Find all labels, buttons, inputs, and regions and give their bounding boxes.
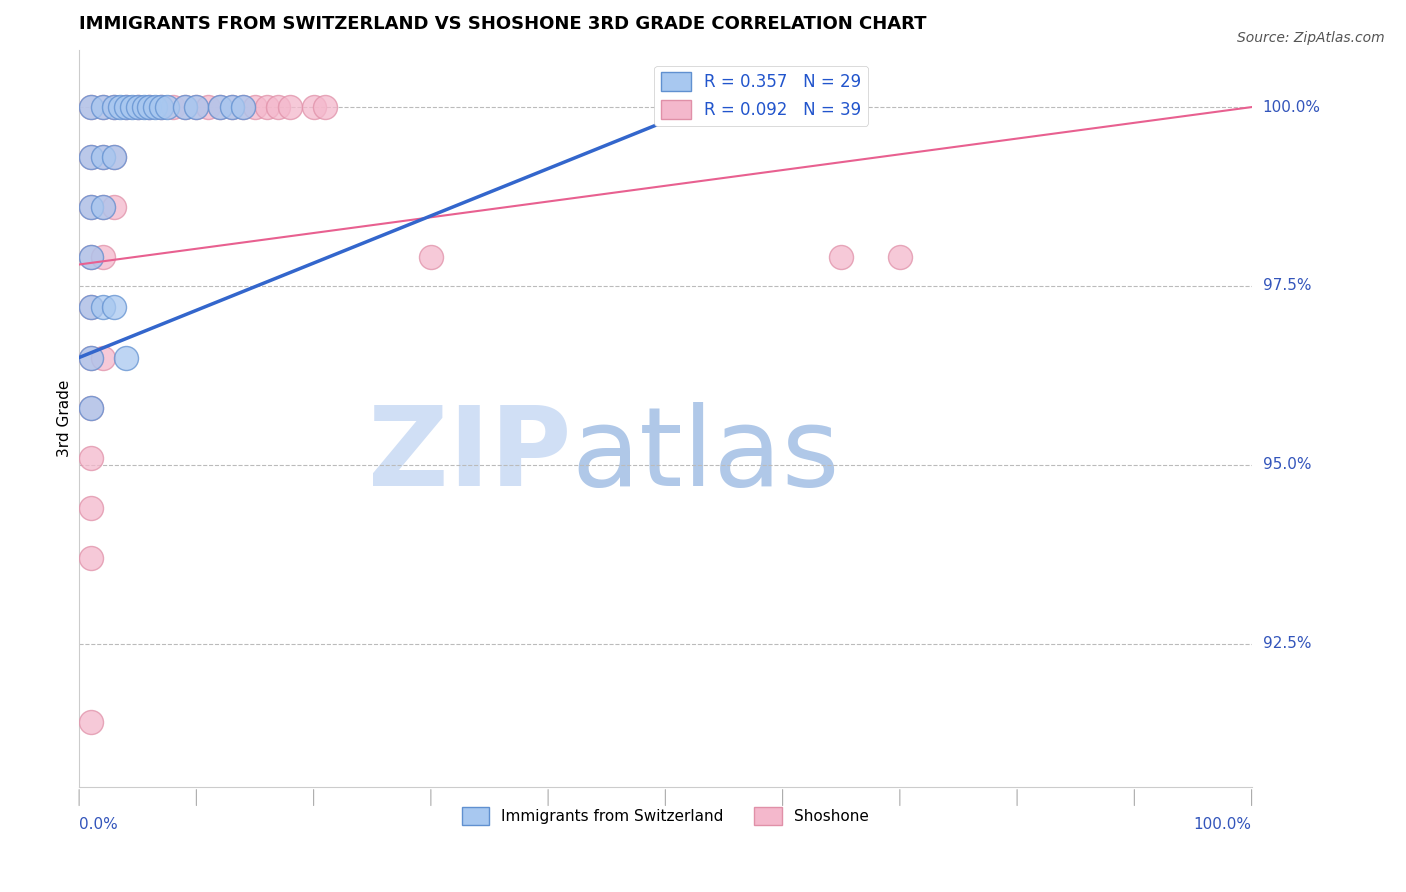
Point (80, 301, 103, 315)
Point (115, 100, 138, 114)
Point (121, 100, 143, 114)
Point (127, 100, 149, 114)
Point (91, 250, 114, 264)
Point (80, 250, 103, 264)
Point (208, 100, 231, 114)
Point (80, 200, 103, 214)
Point (80, 715, 103, 730)
Text: 100.0%: 100.0% (1194, 817, 1251, 832)
Point (80, 150, 103, 164)
Point (91, 150, 114, 164)
Point (80, 351, 103, 365)
Point (91, 150, 114, 164)
Point (108, 100, 131, 114)
Point (150, 100, 173, 114)
Text: 100.0%: 100.0% (1263, 100, 1320, 114)
Point (208, 100, 231, 114)
Point (80, 200, 103, 214)
Text: 92.5%: 92.5% (1263, 636, 1312, 651)
Point (173, 100, 195, 114)
Point (80, 100, 103, 114)
Point (80, 450, 103, 465)
Point (103, 200, 125, 214)
Text: ZIP: ZIP (368, 401, 572, 508)
Point (232, 100, 254, 114)
Text: 95.0%: 95.0% (1263, 458, 1312, 473)
Point (103, 100, 125, 114)
Text: 0.0%: 0.0% (79, 817, 118, 832)
Point (91, 200, 114, 214)
Point (156, 100, 179, 114)
Text: Source: ZipAtlas.com: Source: ZipAtlas.com (1237, 31, 1385, 45)
Y-axis label: 3rd Grade: 3rd Grade (58, 380, 72, 457)
Legend: Immigrants from Switzerland, Shoshone: Immigrants from Switzerland, Shoshone (456, 801, 875, 830)
Point (80, 401, 103, 415)
Point (314, 100, 336, 114)
Point (80, 351, 103, 365)
Point (138, 100, 160, 114)
Point (91, 200, 114, 214)
Point (267, 100, 290, 114)
Point (91, 301, 114, 315)
Point (162, 100, 184, 114)
Point (91, 351, 114, 365)
Point (115, 351, 138, 365)
Point (80, 100, 103, 114)
Point (138, 100, 160, 114)
Point (91, 100, 114, 114)
Point (278, 100, 301, 114)
Point (80, 550, 103, 565)
Point (115, 100, 138, 114)
Text: atlas: atlas (572, 401, 839, 508)
Point (80, 250, 103, 264)
Text: IMMIGRANTS FROM SWITZERLAND VS SHOSHONE 3RD GRADE CORRELATION CHART: IMMIGRANTS FROM SWITZERLAND VS SHOSHONE … (79, 15, 927, 33)
Point (419, 250, 441, 264)
Point (221, 100, 243, 114)
Point (80, 500, 103, 515)
Point (830, 250, 852, 264)
Point (197, 100, 219, 114)
Point (132, 100, 155, 114)
Point (232, 100, 254, 114)
Point (186, 100, 208, 114)
Point (150, 100, 173, 114)
Point (103, 301, 125, 315)
Point (243, 100, 266, 114)
Point (173, 100, 195, 114)
Point (80, 301, 103, 315)
Point (143, 100, 166, 114)
Point (221, 100, 243, 114)
Point (127, 100, 149, 114)
Point (256, 100, 278, 114)
Point (186, 100, 208, 114)
Point (103, 100, 125, 114)
Point (80, 150, 103, 164)
Point (80, 401, 103, 415)
Point (103, 150, 125, 164)
Text: 97.5%: 97.5% (1263, 278, 1312, 293)
Point (91, 100, 114, 114)
Point (103, 150, 125, 164)
Point (889, 250, 911, 264)
Point (302, 100, 325, 114)
